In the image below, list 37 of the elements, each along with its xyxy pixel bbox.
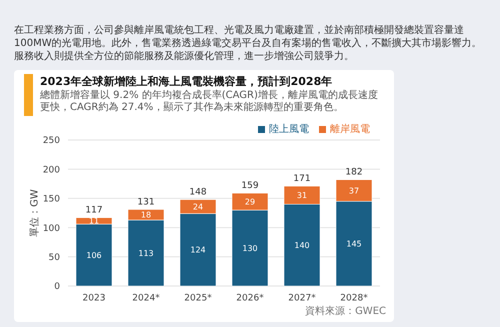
- y-tick-label: 200: [42, 165, 60, 176]
- data-label: 140: [294, 240, 310, 250]
- x-tick-label: 2027*: [288, 293, 316, 304]
- total-label: 131: [137, 197, 155, 208]
- y-tick-label: 0: [54, 282, 60, 292]
- legend-label: 離岸風電: [330, 124, 370, 135]
- data-label: 106: [86, 250, 102, 260]
- data-label: 130: [242, 244, 258, 253]
- data-label: 29: [244, 197, 256, 206]
- data-label: 31: [296, 191, 308, 200]
- data-label: 145: [346, 240, 362, 248]
- x-tick-label: 2025*: [184, 293, 212, 304]
- y-tick-label: 100: [42, 224, 60, 234]
- text: 在工程業務方面，公司參與離岸風電統包工程、光電及風力電廠建置，並於南部積極開發總裝置容量達100MW的光電用地。此外，售電業務透過綠電交易平台及自有案場的售電收入，不斷擴大其市場影響力。服務收入則提供全方位的節能服務及能源優化管理，進一步增強公司競爭力。: [14, 24, 483, 63]
- total-label: 159: [241, 181, 259, 192]
- x-tick-label: 2026*: [236, 293, 264, 304]
- legend-label: 陸上風電: [269, 124, 309, 135]
- total-label: 148: [189, 188, 207, 198]
- total-label: 182: [345, 168, 363, 178]
- total-label: 117: [85, 206, 103, 216]
- data-label: 113: [138, 248, 154, 258]
- chart-subtitle: 總體新增容量以 9.2% 的年均複合成長率(CAGR)增長，離岸風電的成長速度更快，CAGR約為 27.4%，顯示了其作為未來能源轉型的重要角色。: [40, 90, 379, 114]
- chart-title: 2023年全球新增陸上和海上風電裝機容量，預計到2028年: [40, 74, 332, 89]
- y-tick-label: 250: [42, 136, 60, 146]
- y-axis-title: 單位：GW: [28, 189, 41, 237]
- data-label: 37: [348, 186, 360, 196]
- data-label: 11: [88, 216, 100, 226]
- data-label: 18: [140, 210, 152, 220]
- data-label: 24: [192, 202, 204, 212]
- x-tick-label: 2028*: [340, 293, 368, 304]
- x-tick-label: 2024*: [132, 293, 160, 304]
- source-note: 資料來源：GWEC: [305, 304, 386, 318]
- data-label: 124: [190, 246, 206, 255]
- y-tick-label: 150: [42, 194, 60, 205]
- y-tick-label: 50: [48, 252, 60, 263]
- total-label: 171: [293, 174, 311, 184]
- x-tick-label: 2023: [82, 293, 106, 304]
